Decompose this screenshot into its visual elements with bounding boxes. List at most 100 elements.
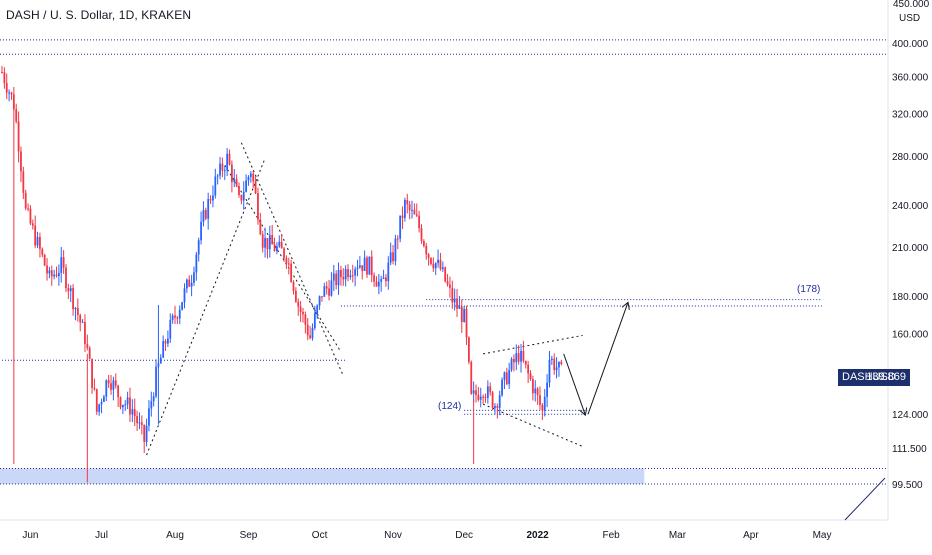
candle-body xyxy=(50,270,53,277)
candle-body xyxy=(48,270,51,274)
candle-body xyxy=(164,341,167,344)
time-tick-label: Apr xyxy=(743,530,759,541)
time-tick-label: May xyxy=(813,530,832,541)
candle-body xyxy=(245,180,248,192)
candle-body xyxy=(534,388,537,394)
trendline-rising-support xyxy=(146,158,266,456)
trendline-falling-resistance xyxy=(240,142,344,376)
candle-body xyxy=(43,254,46,266)
support-zone xyxy=(0,468,645,484)
candle-body xyxy=(328,288,330,296)
price-tick-label: 280.000 xyxy=(892,152,929,163)
candle-body xyxy=(396,238,399,240)
candle-body xyxy=(385,277,387,282)
candle-body xyxy=(536,388,539,396)
price-axis-top-label: 450.000 xyxy=(893,0,930,10)
candle-body xyxy=(36,237,39,246)
axis-corner-line xyxy=(844,477,886,521)
candle-body xyxy=(517,353,520,362)
candle-body xyxy=(321,296,323,298)
time-tick-label: Jun xyxy=(22,530,38,541)
price-tick-label: 180.000 xyxy=(892,292,929,303)
candle-body xyxy=(195,254,198,273)
candle-body xyxy=(406,200,409,205)
price-tick-label: 360.000 xyxy=(892,72,929,83)
candle-body xyxy=(472,390,475,394)
candle-body xyxy=(212,195,214,201)
price-tick-label: 210.000 xyxy=(892,243,929,254)
candle-body xyxy=(138,422,141,424)
candle-body xyxy=(415,214,418,216)
time-tick-label: Oct xyxy=(312,530,328,541)
candle-body xyxy=(107,380,110,384)
candle-body xyxy=(548,359,551,383)
candle-body xyxy=(259,219,262,235)
candle-body xyxy=(539,395,541,406)
candle-body xyxy=(311,328,314,339)
candle-body xyxy=(408,204,411,211)
candle-body xyxy=(140,422,143,426)
price-tick-label: 124.000 xyxy=(892,410,929,421)
candle-body xyxy=(392,252,394,262)
time-tick-label: Jul xyxy=(95,530,108,541)
candle-body xyxy=(5,83,8,93)
time-tick-layer: Jun Jul Aug Sep Oct Nov Dec 2022 Feb Mar Apr May xyxy=(22,530,831,541)
candle-body xyxy=(93,387,96,390)
candle-body xyxy=(117,385,120,398)
candle-body xyxy=(69,288,72,292)
candle-body xyxy=(349,275,352,277)
candle-body xyxy=(430,257,432,264)
candle-body xyxy=(543,396,546,411)
candle-body xyxy=(176,317,179,319)
levels-layer xyxy=(0,39,888,415)
candle-body xyxy=(340,270,342,277)
candle-body xyxy=(79,315,82,323)
chart-title: DASH / U. S. Dollar, 1D, KRAKEN xyxy=(6,8,192,22)
candle-body xyxy=(380,278,383,282)
time-tick-label: Aug xyxy=(166,530,184,541)
candle-body xyxy=(325,286,328,289)
candle-body xyxy=(91,358,93,388)
candle-body xyxy=(39,237,41,249)
candle-body xyxy=(467,337,470,362)
candle-body xyxy=(10,92,13,95)
candle-body xyxy=(171,315,174,320)
candle-body xyxy=(501,379,503,396)
candle-body xyxy=(304,314,307,325)
candle-body xyxy=(513,358,515,363)
candle-body xyxy=(389,252,392,263)
candle-body xyxy=(226,153,229,171)
candle-body xyxy=(399,215,402,239)
candle-body xyxy=(129,397,131,415)
candle-body xyxy=(174,315,176,318)
candle-body xyxy=(264,238,266,248)
candle-body xyxy=(216,175,219,177)
candle-body xyxy=(159,357,162,364)
candle-body xyxy=(356,267,359,270)
candle-body xyxy=(214,176,217,196)
candle-body xyxy=(290,263,293,282)
candle-body xyxy=(496,406,499,408)
candle-body xyxy=(29,208,32,224)
candle-body xyxy=(124,404,127,406)
candle-body xyxy=(27,208,29,210)
candle-body xyxy=(351,275,354,277)
candle-body xyxy=(223,170,226,172)
time-tick-label: 2022 xyxy=(526,530,549,541)
candle-body xyxy=(323,286,326,297)
candle-body xyxy=(3,72,6,84)
candle-body xyxy=(370,256,373,276)
candle-body xyxy=(276,246,278,251)
candle-body xyxy=(283,248,285,259)
candle-body xyxy=(373,275,375,282)
candle-body xyxy=(292,281,295,291)
candle-body xyxy=(361,265,364,272)
candle-body xyxy=(200,221,202,241)
candle-body xyxy=(112,380,115,390)
candle-body xyxy=(81,322,84,324)
price-tick-layer: 400.000 360.000 320.000 280.000 240.000 210.0… xyxy=(892,39,929,491)
candle-body xyxy=(524,360,527,365)
candle-body xyxy=(522,350,525,361)
time-tick-label: Sep xyxy=(240,530,258,541)
